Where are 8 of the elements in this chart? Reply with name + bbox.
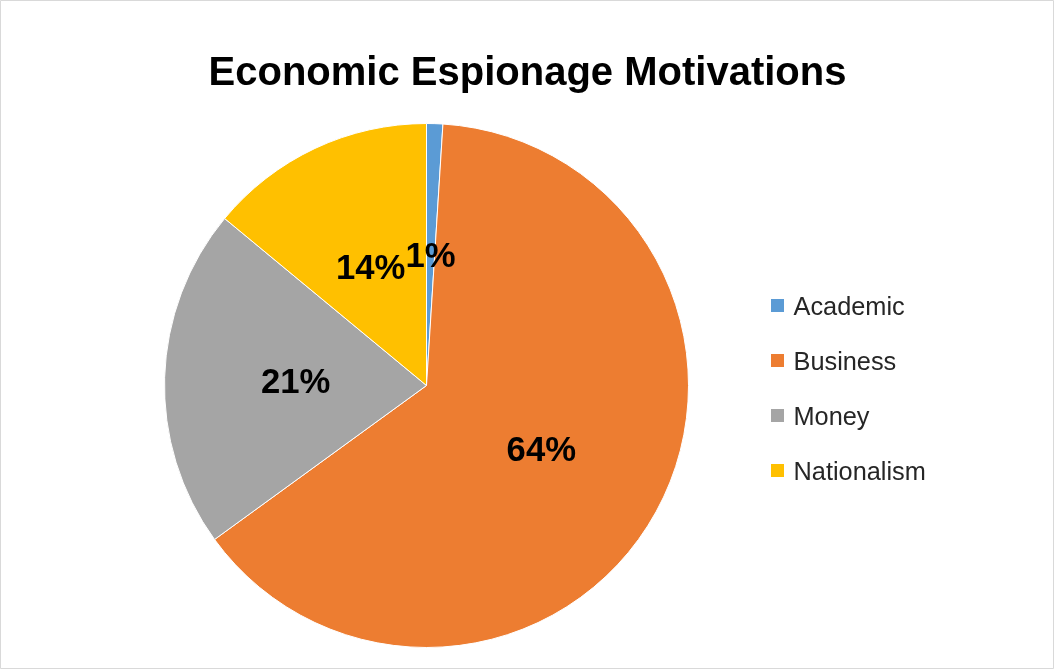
data-label: 64% bbox=[506, 429, 576, 468]
legend-label: Money bbox=[793, 401, 870, 430]
chart-title: Economic Espionage Motivations bbox=[208, 48, 847, 93]
legend-label: Business bbox=[793, 346, 897, 375]
data-label: 14% bbox=[336, 247, 406, 286]
data-label: 21% bbox=[260, 362, 331, 401]
legend-label: Nationalism bbox=[793, 456, 926, 485]
legend-label: Academic bbox=[793, 291, 905, 320]
